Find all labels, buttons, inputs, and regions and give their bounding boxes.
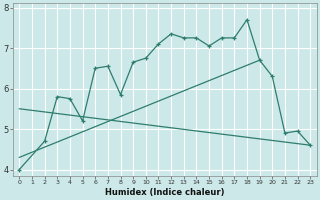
X-axis label: Humidex (Indice chaleur): Humidex (Indice chaleur) bbox=[105, 188, 225, 197]
